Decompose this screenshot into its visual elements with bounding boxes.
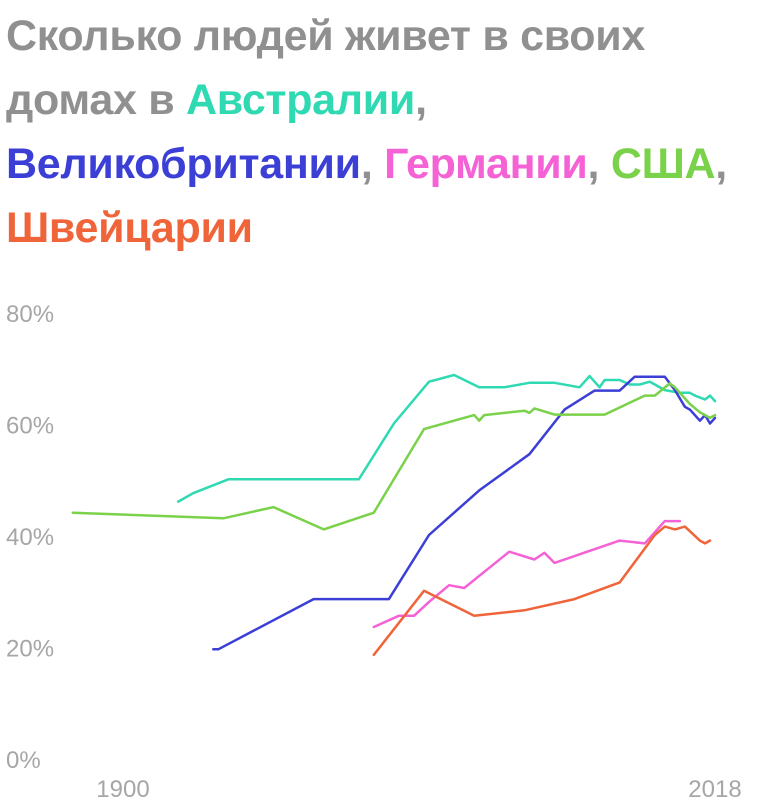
chart-title-part: Швейцарии	[6, 204, 253, 252]
series-line-3	[71, 382, 717, 531]
y-axis-ticks: 0% 20% 40% 60% 80%	[6, 301, 54, 774]
x-tick-label: 2018	[688, 776, 741, 803]
series-lines	[71, 373, 717, 657]
chart-title-part: США	[610, 140, 716, 188]
y-tick-label: 60%	[6, 413, 54, 440]
y-tick-label: 40%	[6, 524, 54, 551]
y-tick-label: 0%	[6, 747, 41, 774]
series-line-2	[372, 519, 682, 629]
series-line-0	[176, 373, 717, 503]
chart-title-part: Великобритании	[6, 140, 361, 188]
chart-title-part: ,	[415, 76, 439, 124]
chart-title-part: ,	[360, 140, 385, 188]
chart-title-part: Сколько людей живет в своих домах в	[6, 12, 657, 124]
series-line-4	[372, 525, 712, 657]
chart-title: Сколько людей живет в своих домах в Авст…	[6, 4, 756, 260]
chart-title-part: Германии	[384, 140, 588, 188]
y-tick-label: 80%	[6, 301, 54, 328]
chart-title-part: Австралии	[186, 76, 416, 124]
x-tick-label: 1900	[96, 776, 149, 803]
series-line-1	[212, 375, 717, 651]
y-tick-label: 20%	[6, 636, 54, 663]
chart-title-part: ,	[715, 140, 739, 188]
x-axis-ticks: 1900 2018	[96, 776, 741, 803]
chart-title-part: ,	[587, 140, 611, 188]
